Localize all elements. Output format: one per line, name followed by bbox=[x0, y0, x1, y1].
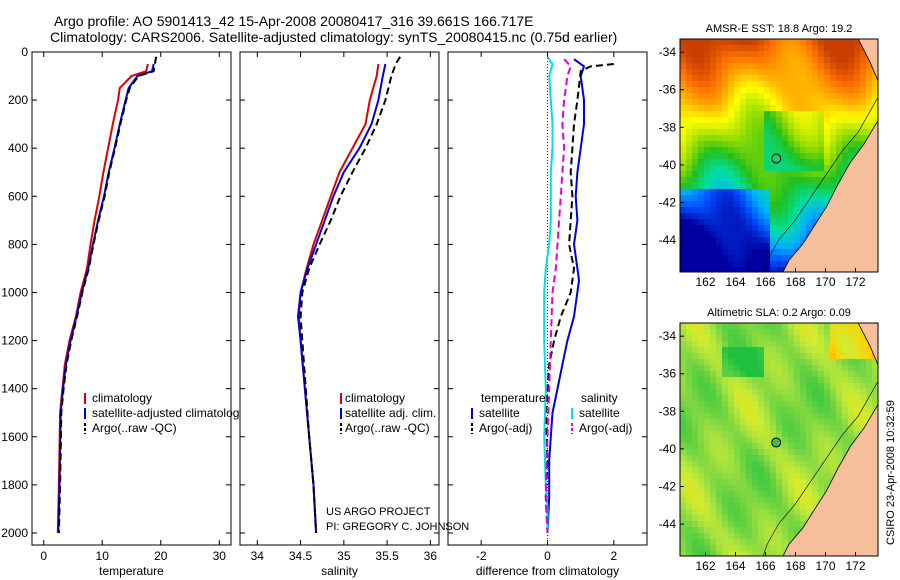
map-y-tick-label: -38 bbox=[659, 404, 677, 418]
legend-label: satellite bbox=[479, 406, 520, 420]
figure-title: Argo profile: AO 5901413_42 15-Apr-2008 … bbox=[54, 13, 534, 29]
land-mass bbox=[782, 403, 878, 556]
y-tick-label: 200 bbox=[8, 93, 28, 107]
map-field bbox=[680, 323, 878, 556]
argo-position-marker bbox=[771, 437, 782, 448]
project-credit-line2: PI: GREGORY C. JOHNSON bbox=[326, 521, 469, 533]
x-axis-label: salinity bbox=[321, 564, 358, 578]
map-x-tick-label: 164 bbox=[725, 559, 745, 573]
series-line-argo-raw-qc bbox=[57, 56, 158, 534]
series-line-argo-raw-qc bbox=[299, 56, 401, 534]
argo-position-marker bbox=[771, 153, 782, 164]
legend-label: satellite bbox=[579, 406, 620, 420]
map-x-tick-label: 172 bbox=[845, 275, 865, 289]
x-tick-label: 0 bbox=[544, 549, 551, 563]
map-frame bbox=[679, 38, 879, 273]
y-tick-label: 1000 bbox=[1, 285, 28, 299]
x-tick-label: 30 bbox=[213, 549, 227, 563]
map-y-tick-label: -36 bbox=[659, 83, 677, 97]
map-y-tick-label: -40 bbox=[659, 442, 677, 456]
legend-label: Argo(-adj) bbox=[479, 421, 532, 435]
plot-frame bbox=[239, 51, 440, 546]
map-y-tick-label: -42 bbox=[659, 479, 677, 493]
map-y-tick-label: -42 bbox=[659, 195, 677, 209]
temperature-profile-panel: 0 10 20 30 0 200 400 600 800 1000 1200 1400 1600 1800… bbox=[1, 45, 245, 578]
legend-group-title: temperature bbox=[481, 391, 546, 405]
y-tick-label: 1400 bbox=[1, 382, 28, 396]
x-tick-label: 34.5 bbox=[289, 549, 313, 563]
map-x-tick-label: 168 bbox=[785, 275, 805, 289]
x-tick-label: 34 bbox=[251, 549, 265, 563]
legend-label: climatology bbox=[345, 391, 405, 405]
y-tick-label: 1200 bbox=[1, 334, 28, 348]
depth-contour bbox=[762, 97, 878, 272]
map-x-tick-label: 166 bbox=[755, 559, 775, 573]
map-y-tick-label: -44 bbox=[659, 517, 677, 531]
land-mass-north bbox=[857, 323, 878, 366]
series-line-temperature-satellite bbox=[546, 58, 586, 534]
x-axis-label: temperature bbox=[99, 564, 164, 578]
x-axis-label: difference from climatology bbox=[476, 564, 619, 578]
legend-label: Argo(..raw -QC) bbox=[92, 421, 177, 435]
legend-label: satellite-adjusted climatology bbox=[92, 406, 245, 420]
y-tick-label: 1800 bbox=[1, 478, 28, 492]
map-y-tick-label: -36 bbox=[659, 367, 677, 381]
csiro-timestamp: CSIRO 23-Apr-2008 10:32:59 bbox=[885, 400, 897, 545]
map-x-tick-label: 170 bbox=[815, 275, 835, 289]
map-x-tick-label: 172 bbox=[845, 559, 865, 573]
depth-contour bbox=[762, 381, 878, 556]
map-y-tick-label: -34 bbox=[659, 329, 677, 343]
legend-label: climatology bbox=[92, 391, 152, 405]
x-tick-label: -2 bbox=[476, 549, 487, 563]
y-tick-label: 400 bbox=[8, 141, 28, 155]
figure-subtitle: Climatology: CARS2006. Satellite-adjuste… bbox=[50, 29, 617, 45]
legend-label: satellite adj. clim. bbox=[345, 406, 436, 420]
map-x-tick-label: 170 bbox=[815, 559, 835, 573]
x-tick-label: 0 bbox=[40, 549, 47, 563]
sst-map-title: AMSR-E SST: 18.8 Argo: 19.2 bbox=[706, 23, 853, 35]
map-x-tick-label: 168 bbox=[785, 559, 805, 573]
land-mass bbox=[782, 119, 878, 272]
sla-map-title: Altimetric SLA: 0.2 Argo: 0.09 bbox=[707, 307, 851, 319]
y-tick-label: 0 bbox=[21, 45, 28, 59]
y-tick-label: 600 bbox=[8, 189, 28, 203]
sla-map: 162 164 166 168 170 172 -34 -36 -38 -40 -42 -44 bbox=[659, 322, 879, 573]
map-x-tick-label: 166 bbox=[755, 275, 775, 289]
map-y-tick-label: -44 bbox=[659, 233, 677, 247]
map-x-tick-label: 162 bbox=[695, 559, 715, 573]
sst-map: 162 164 166 168 170 172 -34 -36 -38 -40 -42 -44 bbox=[659, 38, 879, 289]
map-y-tick-label: -40 bbox=[659, 158, 677, 172]
series-line-salinity-argo-adj bbox=[544, 58, 572, 534]
y-tick-label: 1600 bbox=[1, 430, 28, 444]
land-mass-north bbox=[857, 39, 878, 82]
x-tick-label: 2 bbox=[610, 549, 617, 563]
map-y-tick-label: -34 bbox=[659, 45, 677, 59]
map-frame bbox=[679, 322, 879, 557]
map-x-tick-label: 164 bbox=[725, 275, 745, 289]
x-tick-label: 35 bbox=[337, 549, 351, 563]
plot-frame bbox=[31, 51, 232, 546]
legend-group-title: salinity bbox=[581, 391, 618, 405]
salinity-profile-panel: 34 34.5 35 35.5 36 salinity climatologysatelli… bbox=[239, 51, 440, 578]
map-field bbox=[680, 39, 878, 272]
map-y-tick-label: -38 bbox=[659, 120, 677, 134]
x-tick-label: 36 bbox=[424, 549, 438, 563]
map-x-tick-label: 162 bbox=[695, 275, 715, 289]
project-credit-line1: US ARGO PROJECT bbox=[326, 506, 431, 518]
x-tick-label: 35.5 bbox=[375, 549, 399, 563]
x-tick-label: 10 bbox=[96, 549, 110, 563]
y-tick-label: 800 bbox=[8, 237, 28, 251]
legend-label: Argo(..raw -QC) bbox=[345, 421, 430, 435]
x-tick-label: 20 bbox=[154, 549, 168, 563]
series-line-salinity-satellite bbox=[543, 56, 554, 533]
y-tick-label: 2000 bbox=[1, 526, 28, 540]
legend-label: Argo(-adj) bbox=[579, 421, 632, 435]
